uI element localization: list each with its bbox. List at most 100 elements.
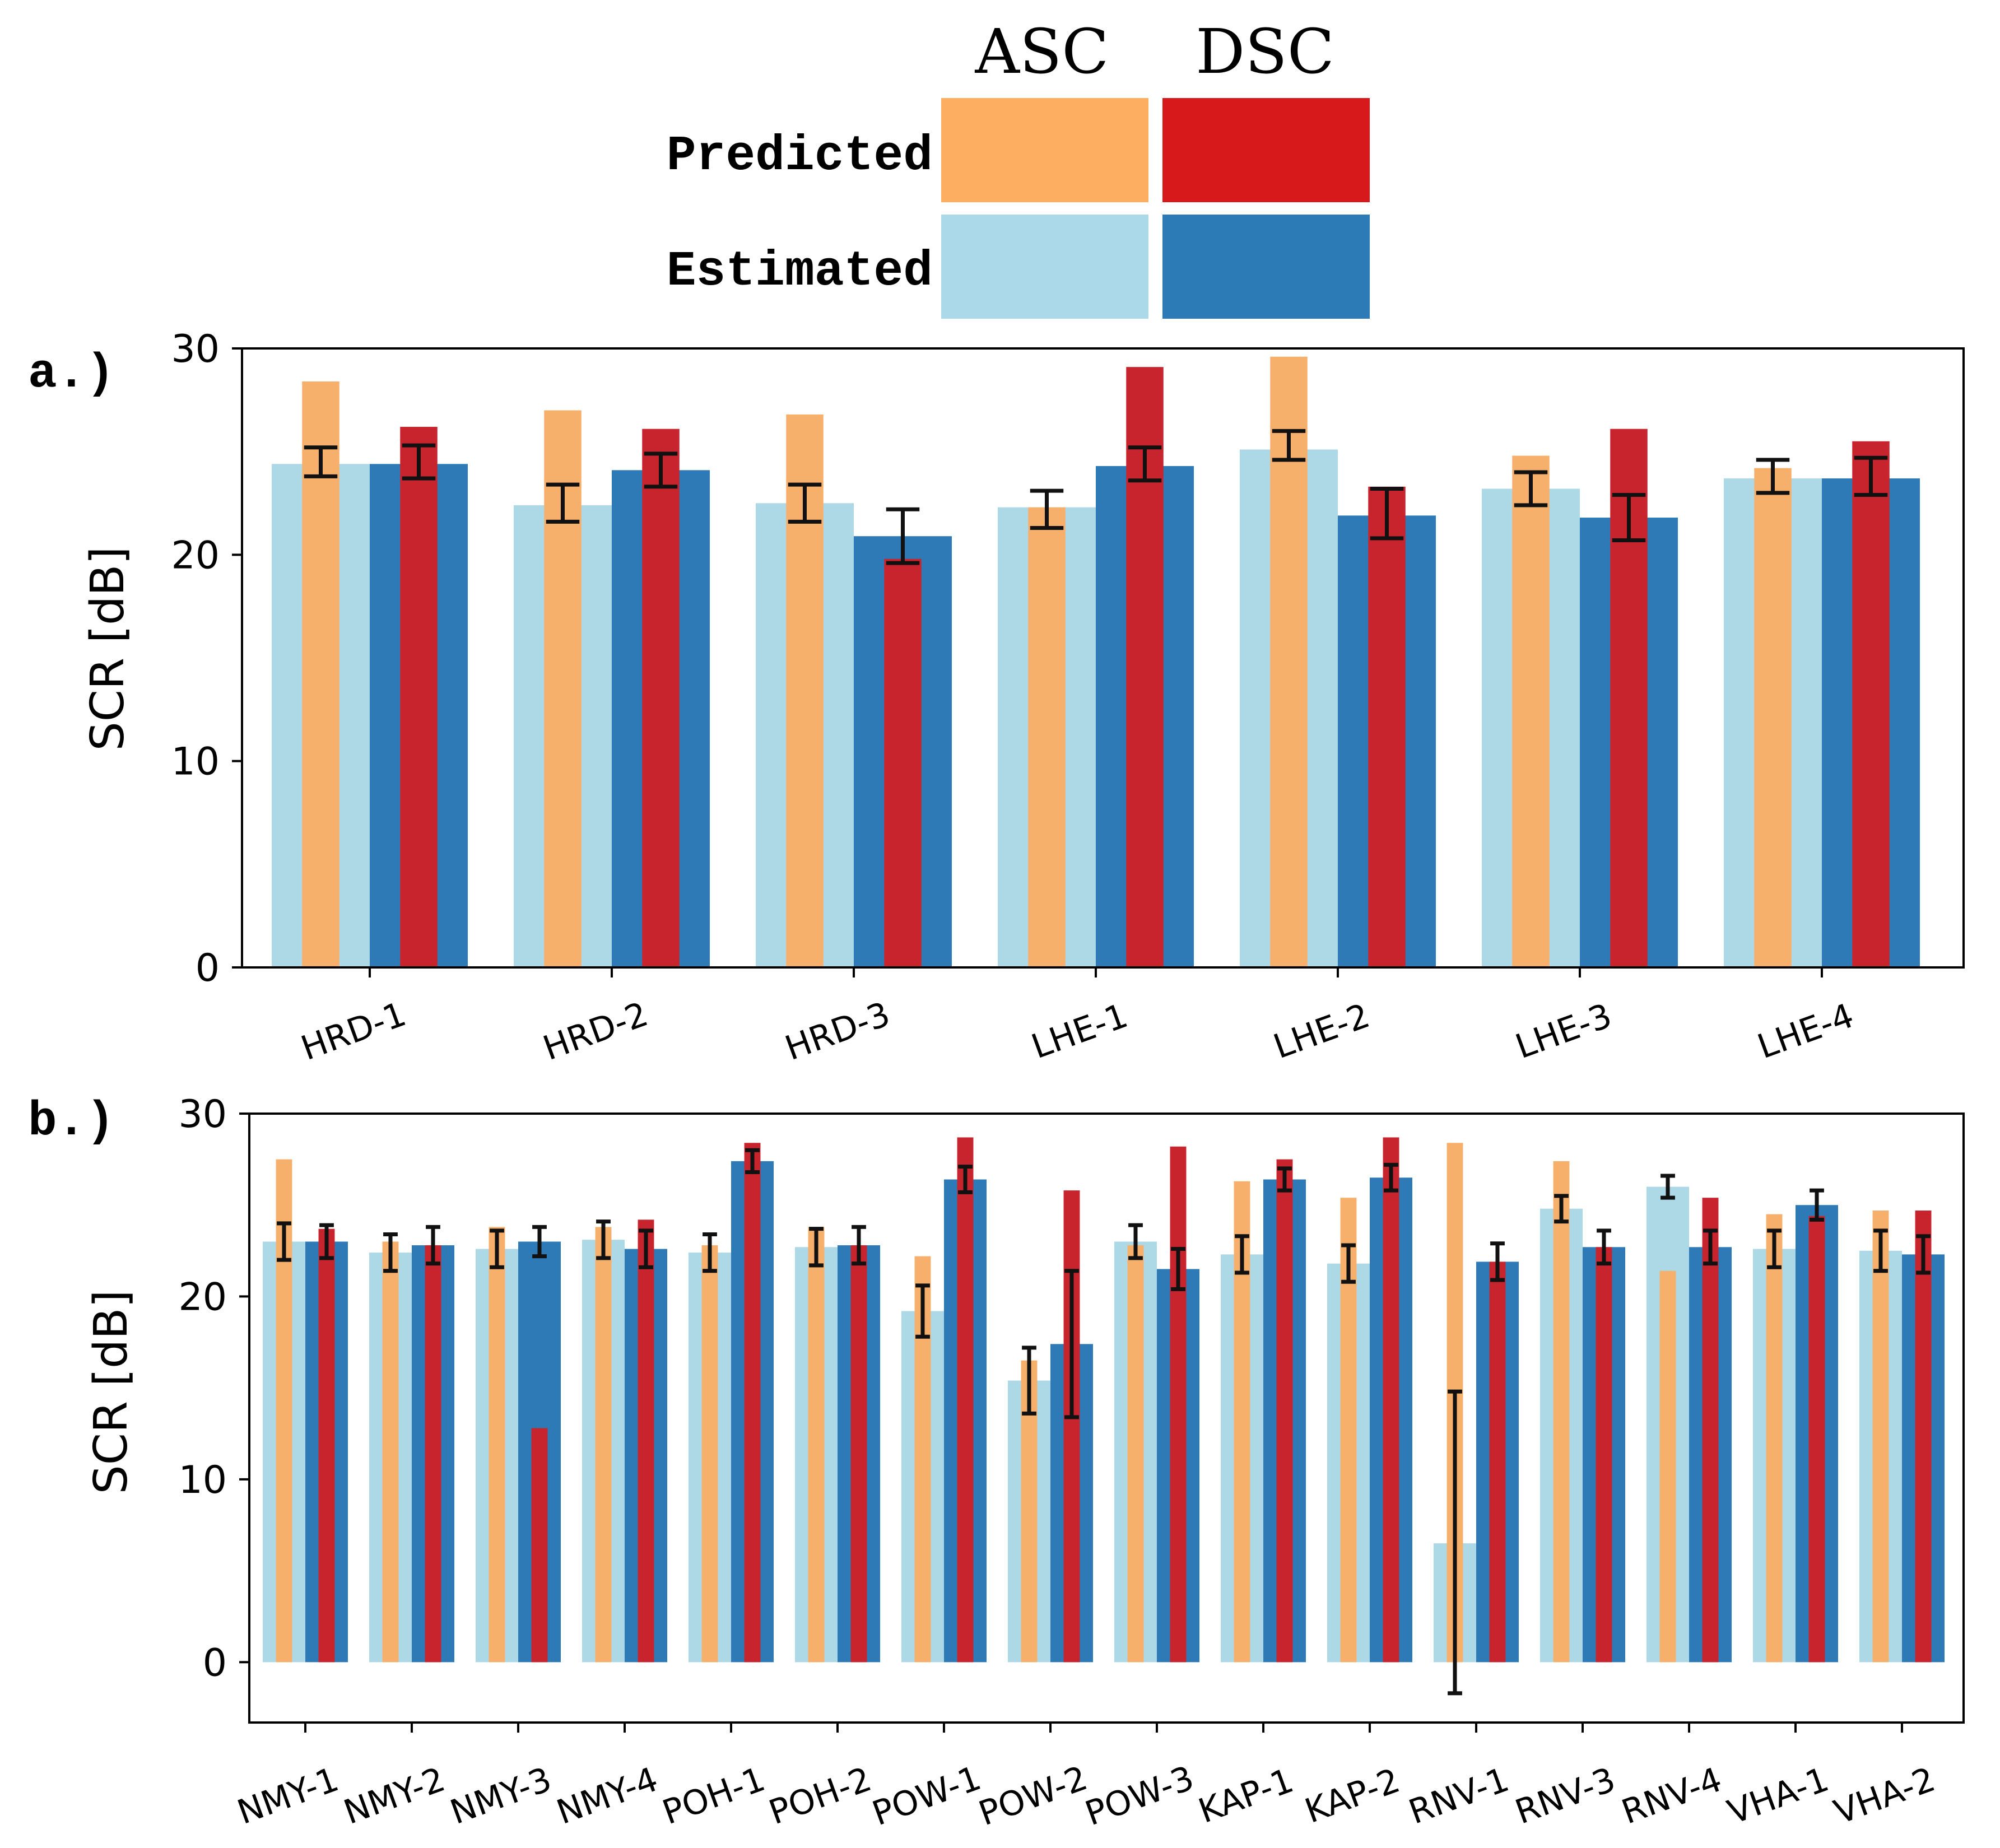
x-tick-label: LHE-4 — [1752, 996, 1859, 1067]
errorbar-asc — [1756, 458, 1790, 495]
x-tick-label: POH-1 — [658, 1759, 770, 1832]
errorbar-asc — [1235, 1234, 1249, 1275]
errorbar-asc — [1767, 1228, 1782, 1269]
errorbar-dsc — [1703, 1228, 1718, 1266]
errorbar-asc — [809, 1227, 824, 1268]
errorbar-asc — [1514, 470, 1548, 508]
bar-asc-predicted — [701, 1245, 718, 1663]
y-tick-label: 30 — [178, 1092, 227, 1137]
panel-label-b: b.) — [28, 1094, 115, 1149]
bar-dsc-predicted — [318, 1228, 335, 1663]
x-tick-label: NMY-2 — [339, 1760, 450, 1832]
errorbar-dsc — [1612, 493, 1646, 543]
errorbar-dsc — [1128, 445, 1162, 483]
bar-asc-predicted — [1766, 1214, 1783, 1663]
errorbar-asc — [915, 1283, 930, 1339]
legend-swatch-asc-estimated — [941, 215, 1148, 319]
y-tick-label: 20 — [178, 1275, 227, 1319]
bar-dsc-predicted — [1808, 1216, 1825, 1663]
axes-frame — [241, 347, 1965, 969]
x-tick-label: RNV-1 — [1404, 1760, 1514, 1832]
legend-row-predicted: Predicted — [667, 129, 933, 184]
errorbar-asc — [788, 482, 822, 524]
panel-a-ylabel: SCR [dB] — [81, 547, 134, 751]
legend-swatch-dsc-estimated — [1162, 215, 1370, 319]
bar-dsc-predicted — [1702, 1198, 1719, 1663]
errorbar-dsc — [644, 451, 678, 489]
panel-b-errorbars — [277, 1148, 1931, 1696]
errorbar-dsc — [426, 1225, 440, 1266]
bar-asc-predicted — [382, 1241, 399, 1663]
errorbar-asc — [703, 1232, 717, 1273]
x-tick-label: POW-2 — [974, 1758, 1092, 1833]
errorbar-dsc — [745, 1148, 760, 1174]
x-tick-label: POW-1 — [867, 1758, 986, 1833]
x-tick-label: KAP-1 — [1193, 1761, 1298, 1831]
x-tick-label: HRD-2 — [538, 994, 653, 1068]
bar-dsc-predicted — [884, 558, 922, 967]
x-tick-label: NMY-4 — [552, 1760, 663, 1832]
bar-dsc-predicted — [400, 426, 438, 967]
errorbar-asc — [1873, 1228, 1888, 1273]
bar-asc-predicted — [595, 1227, 612, 1663]
bar-asc-predicted — [489, 1227, 505, 1663]
errorbar-dsc — [1064, 1269, 1079, 1419]
bar-dsc-predicted — [638, 1219, 654, 1663]
bar-dsc-predicted — [1915, 1211, 1932, 1663]
errorbar-dsc — [1810, 1188, 1824, 1222]
errorbar-asc — [1661, 1174, 1675, 1200]
errorbar-asc — [277, 1221, 291, 1262]
x-tick-label: HRD-1 — [296, 994, 411, 1068]
bar-asc-predicted — [1127, 1245, 1144, 1663]
errorbar-dsc — [1171, 1247, 1185, 1291]
bar-dsc-predicted — [531, 1428, 548, 1663]
bar-asc-predicted — [1872, 1211, 1889, 1663]
bar-dsc-predicted — [1852, 441, 1890, 967]
panel-a-bars — [272, 356, 1920, 967]
y-tick-label: 10 — [178, 1458, 227, 1502]
x-tick-label: LHE-2 — [1268, 996, 1375, 1067]
errorbar-dsc — [532, 1225, 547, 1259]
errorbar-asc — [490, 1228, 504, 1269]
errorbar-dsc — [1854, 455, 1888, 497]
errorbar-asc — [1128, 1223, 1143, 1260]
legend: ASC DSC Predicted Estimated — [667, 16, 1370, 319]
y-tick-label: 0 — [203, 1641, 227, 1685]
bar-dsc-predicted — [1489, 1262, 1506, 1663]
x-tick-label: RNV-3 — [1510, 1760, 1621, 1832]
panel-label-a: a.) — [28, 346, 115, 401]
x-tick-label: LHE-1 — [1026, 996, 1133, 1067]
errorbar-asc — [1341, 1243, 1356, 1284]
bar-asc-predicted — [1754, 468, 1792, 967]
errorbar-dsc — [852, 1225, 866, 1266]
errorbar-asc — [596, 1219, 611, 1260]
bar-dsc-predicted — [425, 1245, 441, 1663]
errorbar-dsc — [1490, 1241, 1505, 1282]
x-tick-label: HRD-3 — [780, 994, 895, 1068]
y-tick-label: 30 — [171, 327, 220, 371]
axes-frame — [248, 1112, 1965, 1724]
bar-dsc-predicted — [1276, 1159, 1293, 1663]
errorbar-dsc — [639, 1228, 653, 1269]
bar-asc-predicted — [1553, 1161, 1570, 1663]
legend-swatch-dsc-predicted — [1162, 98, 1370, 202]
y-tick-label: 0 — [196, 946, 220, 990]
errorbar-asc — [304, 445, 338, 478]
legend-col-asc: ASC — [975, 16, 1109, 87]
errorbar-asc — [383, 1232, 398, 1273]
errorbar-dsc — [319, 1223, 334, 1260]
bar-asc-predicted — [1659, 1270, 1676, 1663]
panel-b-ylabel: SCR [dB] — [85, 1290, 138, 1495]
x-tick-label: NMY-1 — [232, 1760, 344, 1832]
bar-dsc-predicted — [850, 1245, 867, 1663]
x-tick-label: KAP-2 — [1300, 1761, 1404, 1831]
errorbar-asc — [1030, 488, 1064, 530]
errorbar-dsc — [1384, 1162, 1398, 1193]
errorbar-asc — [1022, 1346, 1036, 1416]
y-tick-label: 20 — [171, 533, 220, 578]
bar-dsc-predicted — [1383, 1137, 1399, 1663]
legend-row-estimated: Estimated — [667, 244, 933, 300]
bar-asc-predicted — [1512, 455, 1550, 967]
errorbar-dsc — [886, 507, 920, 565]
